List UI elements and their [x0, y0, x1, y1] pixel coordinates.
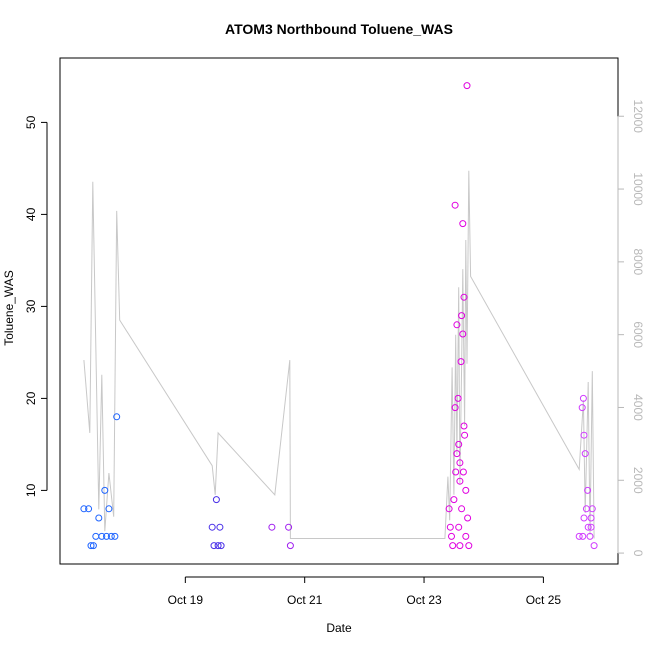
data-point: [578, 404, 586, 412]
y2-tick-label: 4000: [631, 394, 645, 421]
data-point: [214, 542, 222, 550]
data-point: [268, 523, 276, 531]
data-point: [107, 532, 115, 540]
data-point: [582, 505, 590, 513]
data-point: [103, 532, 110, 540]
data-point: [80, 505, 88, 513]
secondary-line-layer: [83, 170, 595, 539]
data-point: [459, 220, 467, 228]
data-point: [451, 201, 459, 209]
y2-tick-label: 8000: [631, 249, 645, 276]
data-point: [455, 523, 463, 531]
data-point: [579, 532, 587, 540]
data-point: [285, 523, 293, 531]
data-point: [85, 505, 93, 513]
data-point: [448, 532, 455, 540]
data-point: [463, 82, 471, 90]
points-layer: [80, 82, 598, 550]
data-point: [462, 486, 470, 494]
data-point: [98, 532, 106, 540]
plot-frame: [59, 57, 619, 565]
data-point: [454, 394, 462, 402]
y2-tick-label: 2000: [631, 467, 645, 494]
data-point: [87, 542, 95, 550]
data-point: [456, 542, 464, 550]
data-point: [101, 486, 109, 494]
data-point: [452, 468, 460, 476]
data-point: [446, 523, 454, 531]
y-axis-label: Toluene_WAS: [2, 270, 16, 346]
data-point: [458, 505, 466, 513]
data-point: [461, 431, 469, 439]
data-point: [464, 514, 472, 522]
data-point: [586, 532, 594, 540]
axes-layer: 10 20 30 40 50 Oct 19 Oct 21 Oct 23 Oct 25 0 2000 4…: [24, 100, 645, 607]
data-point: [458, 312, 466, 320]
data-point: [462, 532, 470, 540]
y-tick-label: 20: [24, 391, 38, 405]
data-point: [459, 330, 467, 338]
data-point: [457, 358, 465, 366]
y2-tick-label: 10000: [631, 172, 645, 206]
data-point: [95, 514, 103, 522]
data-point: [453, 450, 461, 458]
x-tick-label: Oct 25: [526, 593, 562, 607]
data-point: [210, 542, 218, 550]
y-tick-label: 40: [24, 207, 38, 221]
data-point: [460, 422, 468, 430]
data-point: [587, 523, 595, 531]
data-point: [455, 440, 463, 448]
data-point: [580, 514, 588, 522]
data-point: [590, 542, 598, 550]
data-point: [580, 431, 588, 439]
x-tick-label: Oct 23: [406, 593, 442, 607]
x-axis-label: Date: [326, 621, 352, 635]
data-point: [465, 542, 473, 550]
data-point: [286, 542, 294, 550]
data-point: [451, 404, 459, 412]
x-tick-label: Oct 19: [168, 593, 204, 607]
x-tick-label: Oct 21: [287, 593, 323, 607]
data-point: [456, 477, 464, 485]
y2-tick-label: 12000: [631, 100, 645, 134]
y-tick-label: 50: [24, 115, 38, 129]
y2-tick-label: 0: [631, 550, 645, 557]
data-point: [575, 532, 583, 540]
data-point: [584, 486, 592, 494]
secondary-series-line: [83, 170, 595, 539]
data-point: [111, 532, 119, 540]
data-point: [453, 321, 461, 329]
data-point: [459, 468, 467, 476]
data-point: [581, 450, 589, 458]
data-point: [579, 394, 587, 402]
data-point: [217, 542, 225, 550]
chart-title: ATOM3 Northbound Toluene_WAS: [225, 21, 453, 37]
data-point: [449, 542, 457, 550]
data-point: [460, 293, 468, 301]
data-point: [92, 532, 100, 540]
data-point: [113, 413, 121, 421]
data-point: [105, 505, 113, 513]
data-point: [456, 459, 464, 467]
data-point: [89, 542, 97, 550]
data-point: [584, 523, 592, 531]
data-point: [208, 523, 216, 531]
y-tick-label: 30: [24, 299, 38, 313]
data-point: [450, 496, 458, 504]
data-point: [216, 523, 224, 531]
data-point: [445, 505, 453, 513]
y2-tick-label: 6000: [631, 321, 645, 348]
data-point: [212, 496, 220, 504]
data-point: [588, 505, 596, 513]
y-tick-label: 10: [24, 483, 38, 497]
data-point: [587, 514, 595, 522]
